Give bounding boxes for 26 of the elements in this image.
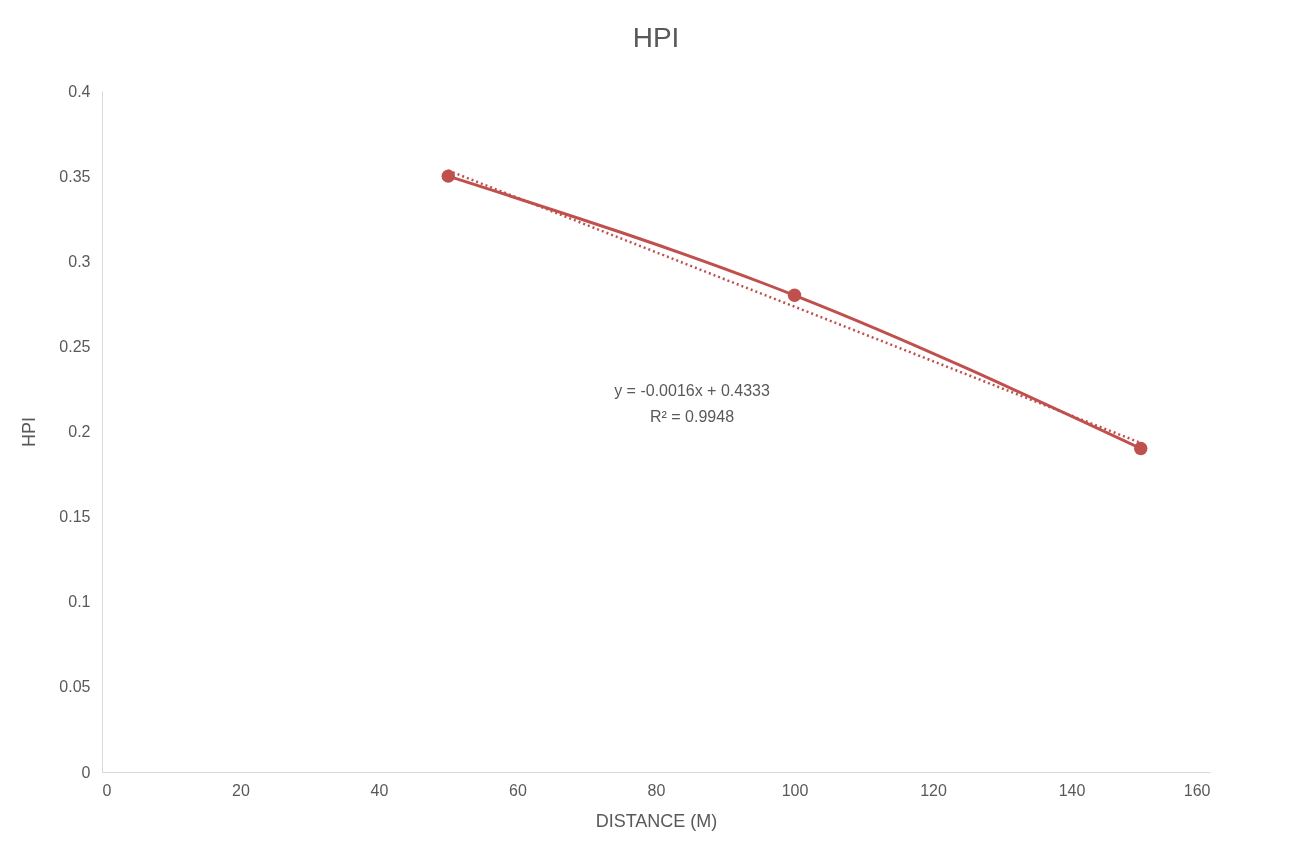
x-tick-label: 20 [232, 781, 250, 799]
point [441, 169, 455, 183]
y-tick-label: 0.15 [59, 508, 91, 526]
point [1134, 441, 1148, 456]
x-tick-label: 60 [509, 781, 527, 799]
y-tick-label: 0.05 [59, 678, 91, 696]
point [787, 288, 802, 302]
annotation: R² = 0.9948 [649, 408, 735, 425]
x-tick-label: 40 [370, 781, 389, 799]
y-axis-title: HPI [19, 416, 40, 448]
x-tick-label: 100 [781, 781, 809, 799]
x-tick-label: 140 [1058, 781, 1086, 799]
annotation: y = -0.0016x + 0.4333 [614, 382, 770, 399]
x-axis-title: DISTANCE (M) [595, 810, 718, 831]
y-tick-label: 0 [81, 763, 91, 781]
x-tick-label: 160 [1183, 781, 1211, 799]
y-tick-label: 0.2 [68, 423, 91, 440]
y-tick-label: 0.1 [68, 593, 91, 611]
y-tick-label: 0.3 [68, 252, 91, 270]
x-tick-label: 80 [647, 781, 666, 799]
y-tick-label: 0.25 [59, 337, 91, 355]
x-tick-label: 0 [102, 781, 112, 799]
x-tick-label: 120 [920, 781, 947, 799]
y-tick-label: 0.35 [59, 167, 91, 185]
y-tick-label: 0.4 [68, 82, 91, 100]
chart-title: HPI [632, 22, 680, 53]
